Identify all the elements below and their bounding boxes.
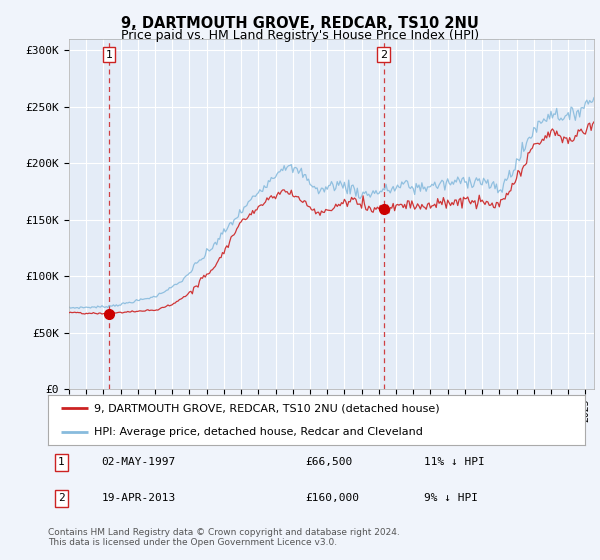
Text: 9% ↓ HPI: 9% ↓ HPI xyxy=(424,493,478,503)
Text: £160,000: £160,000 xyxy=(306,493,360,503)
Text: Price paid vs. HM Land Registry's House Price Index (HPI): Price paid vs. HM Land Registry's House … xyxy=(121,29,479,42)
Text: 1: 1 xyxy=(58,457,65,467)
Text: 1: 1 xyxy=(106,50,113,60)
Text: HPI: Average price, detached house, Redcar and Cleveland: HPI: Average price, detached house, Redc… xyxy=(94,427,422,437)
Text: 2: 2 xyxy=(380,50,388,60)
Text: 02-MAY-1997: 02-MAY-1997 xyxy=(102,457,176,467)
Text: 2: 2 xyxy=(58,493,65,503)
Text: £66,500: £66,500 xyxy=(306,457,353,467)
Text: 19-APR-2013: 19-APR-2013 xyxy=(102,493,176,503)
Text: 11% ↓ HPI: 11% ↓ HPI xyxy=(424,457,485,467)
Text: 9, DARTMOUTH GROVE, REDCAR, TS10 2NU: 9, DARTMOUTH GROVE, REDCAR, TS10 2NU xyxy=(121,16,479,31)
Text: Contains HM Land Registry data © Crown copyright and database right 2024.
This d: Contains HM Land Registry data © Crown c… xyxy=(48,528,400,547)
Text: 9, DARTMOUTH GROVE, REDCAR, TS10 2NU (detached house): 9, DARTMOUTH GROVE, REDCAR, TS10 2NU (de… xyxy=(94,403,439,413)
